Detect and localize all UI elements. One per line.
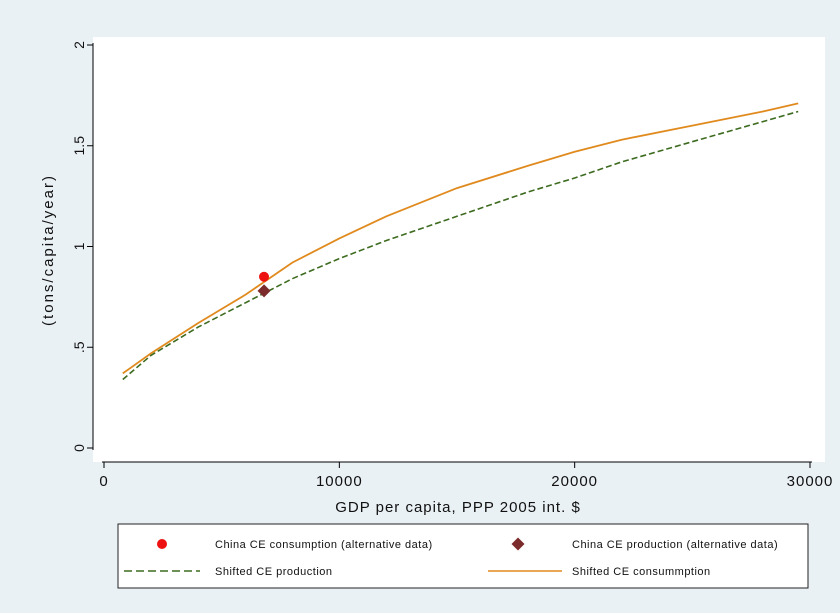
x-axis-label: GDP per capita, PPP 2005 int. $ [335,499,581,516]
legend-label: Shifted CE consummption [572,566,711,578]
legend-key-china-ce-consumption-alternative-data [157,539,167,549]
series-layer [122,102,799,381]
data-point-china-ce-consumption-alternative-data [259,271,270,282]
x-tick-label: 10000 [316,473,363,490]
legend-label: Shifted CE production [215,566,333,578]
series-line-shifted-ce-consummption [122,102,799,375]
legend-label: China CE production (alternative data) [572,539,778,551]
y-tick-label: 0 [71,444,87,452]
y-tick-label: 2 [71,41,87,49]
y-axis-label: (tons/capita/year) [40,174,57,326]
y-tick-label: 1 [71,242,87,250]
legend-item-shifted-ce-consummption: Shifted CE consummption [488,566,711,578]
legend: China CE consumption (alternative data) C… [117,523,809,589]
plot-area [93,37,825,462]
legend-item-shifted-ce-production: Shifted CE production [124,566,333,578]
legend-box [117,523,809,589]
legend-item-china-ce-consumption-alternative-data: China CE consumption (alternative data) [157,539,433,551]
x-axis: 0 10000 20000 30000 [99,461,834,490]
series-line-shifted-ce-production [122,110,799,381]
x-tick-label: 0 [99,473,108,490]
y-tick-label: .5 [71,341,87,353]
x-tick-label: 20000 [551,473,598,490]
y-axis: 0 .5 1 1.5 2 [71,41,94,452]
y-tick-label: 1.5 [71,136,87,156]
legend-label: China CE consumption (alternative data) [215,539,433,551]
legend-items: China CE consumption (alternative data) C… [124,537,778,578]
legend-key-china-ce-production-alternative-data [511,537,525,551]
x-tick-label: 30000 [787,473,834,490]
legend-item-china-ce-production-alternative-data: China CE production (alternative data) [511,537,778,551]
data-point-china-ce-production-alternative-data [257,284,271,298]
